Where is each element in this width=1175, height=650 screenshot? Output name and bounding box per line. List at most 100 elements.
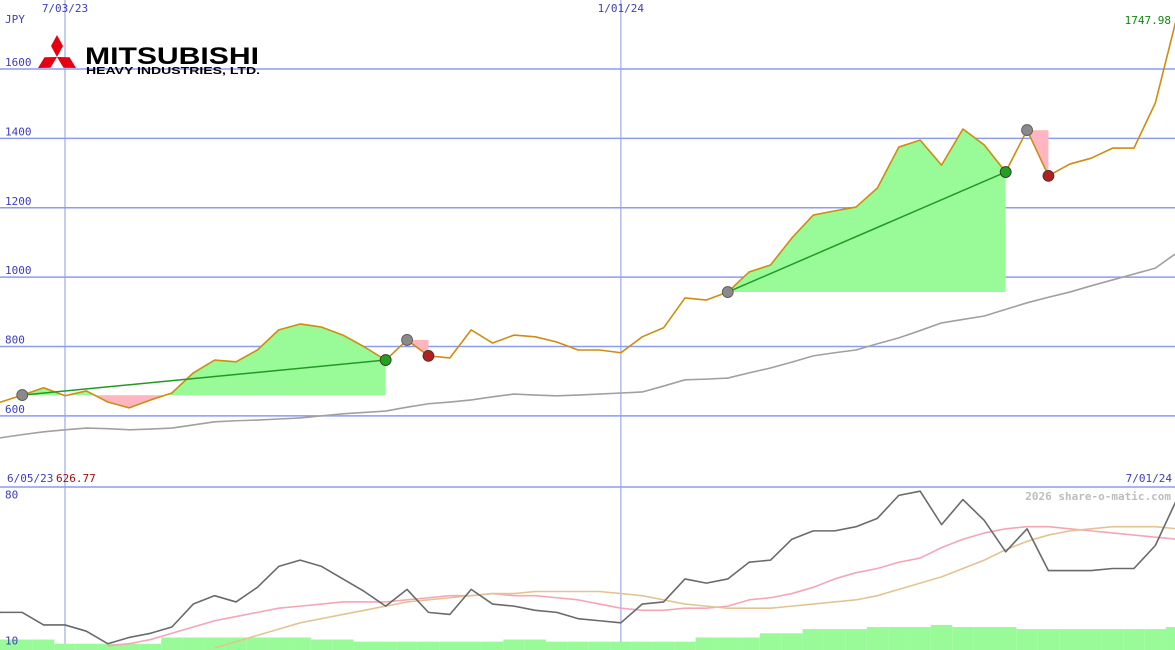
source-credit: 2026 share-o-matic.com xyxy=(1025,490,1171,503)
x-tick-label: 1/01/24 xyxy=(598,2,645,15)
last-price-label: 1747.98 xyxy=(1125,14,1171,27)
volume-bar xyxy=(802,629,824,650)
volume-bar xyxy=(54,643,76,650)
volume-bar xyxy=(32,639,55,650)
volume-bar xyxy=(546,641,568,650)
trade-loss-area xyxy=(22,395,386,408)
volume-bar xyxy=(396,641,418,650)
volume-bar xyxy=(845,629,867,650)
volume-bar xyxy=(1166,627,1175,650)
trade-entry-marker xyxy=(721,286,734,298)
volume-bar xyxy=(759,633,782,650)
y-tick-label: 800 xyxy=(5,334,25,347)
y-tick-label: 10 xyxy=(5,635,18,648)
volume-bar xyxy=(588,641,611,650)
volume-bar xyxy=(460,641,482,650)
volume-bar xyxy=(524,639,547,650)
volume-bar xyxy=(118,643,140,650)
series-line xyxy=(107,525,1175,647)
volume-bar xyxy=(888,627,910,650)
trade-line xyxy=(727,171,1006,293)
volume-bar xyxy=(1016,629,1038,650)
y-axis-unit: JPY xyxy=(5,13,25,26)
volume-bar xyxy=(866,627,889,650)
volume-bar xyxy=(1080,629,1102,650)
logo-diamond xyxy=(57,57,76,68)
trade-exit-marker xyxy=(379,354,392,366)
trade-entry-marker xyxy=(16,389,29,401)
y-tick-label: 1200 xyxy=(5,195,32,208)
volume-bar xyxy=(97,643,119,650)
volume-bar xyxy=(75,643,98,650)
trade-exit-marker xyxy=(422,349,435,362)
x-range-end-label: 7/01/24 xyxy=(1126,472,1173,485)
trade-gain-area xyxy=(727,129,1006,293)
x-range-start-label: 6/05/23 xyxy=(7,472,53,485)
volume-bar xyxy=(161,637,183,650)
volume-bar xyxy=(930,624,953,650)
volume-bar xyxy=(738,637,760,650)
trade-entry-marker xyxy=(1021,124,1033,136)
volume-bar xyxy=(1101,629,1124,650)
volume-bar xyxy=(909,627,931,650)
volume-bar xyxy=(674,641,696,650)
x-tick-label: 7/03/23 xyxy=(42,2,88,15)
volume-bar xyxy=(374,641,397,650)
volume-bar xyxy=(182,637,204,650)
logo: MITSUBISHI HEAVY INDUSTRIES, LTD. xyxy=(38,35,260,77)
logo-diamond xyxy=(51,35,63,57)
volume-bar xyxy=(139,643,162,650)
first-price-label: 626.77 xyxy=(56,472,96,485)
trade-gain-area xyxy=(22,323,386,396)
volume-bar xyxy=(439,641,461,650)
trade-exit-marker xyxy=(1042,169,1055,182)
volume-bar xyxy=(0,639,12,650)
volume-bar xyxy=(1037,629,1060,650)
volume-bar xyxy=(246,637,269,650)
text-layer: 600 800 1000 1200 1400 1600 80 10 6/05/23 7/03/23… xyxy=(5,2,1172,648)
volume-bar xyxy=(695,637,718,650)
volume-bar xyxy=(203,637,226,650)
volume-bar xyxy=(610,641,632,650)
y-tick-label: 1400 xyxy=(5,125,32,138)
volume-bar xyxy=(503,639,525,650)
volume-bar xyxy=(652,641,675,650)
volume-bar xyxy=(353,641,375,650)
volume-bar xyxy=(417,641,440,650)
trade-entry-marker xyxy=(401,334,413,346)
volume-bar xyxy=(567,641,589,650)
volume-bar xyxy=(952,627,974,650)
volume-bar xyxy=(11,639,33,650)
trade-line xyxy=(22,359,386,396)
volume-bar xyxy=(994,627,1017,650)
y-tick-label: 80 xyxy=(5,488,18,501)
logo-subtitle: HEAVY INDUSTRIES, LTD. xyxy=(86,65,260,77)
volume-bar xyxy=(717,637,739,650)
volume-bar xyxy=(781,633,803,650)
moving-average-line xyxy=(0,253,1175,439)
volume-bar xyxy=(310,639,333,650)
volume-bar xyxy=(332,639,354,650)
volume-bar xyxy=(631,641,653,650)
volume-bar xyxy=(823,629,846,650)
logo-title: MITSUBISHI xyxy=(85,43,259,70)
volume-bar xyxy=(1059,629,1081,650)
volume-bar xyxy=(1144,629,1167,650)
series-line xyxy=(0,490,1175,645)
logo-diamond xyxy=(38,57,57,68)
volume-bar xyxy=(289,637,311,650)
y-tick-label: 1000 xyxy=(5,264,32,277)
price-line xyxy=(0,21,1175,409)
marks-layer xyxy=(0,21,1175,650)
volume-bar xyxy=(481,641,504,650)
volume-bar xyxy=(268,637,290,650)
series-line xyxy=(214,525,1175,649)
trade-exit-marker xyxy=(999,166,1012,178)
y-tick-label: 600 xyxy=(5,403,25,416)
y-tick-label: 1600 xyxy=(5,56,32,69)
volume-bar xyxy=(1123,629,1145,650)
